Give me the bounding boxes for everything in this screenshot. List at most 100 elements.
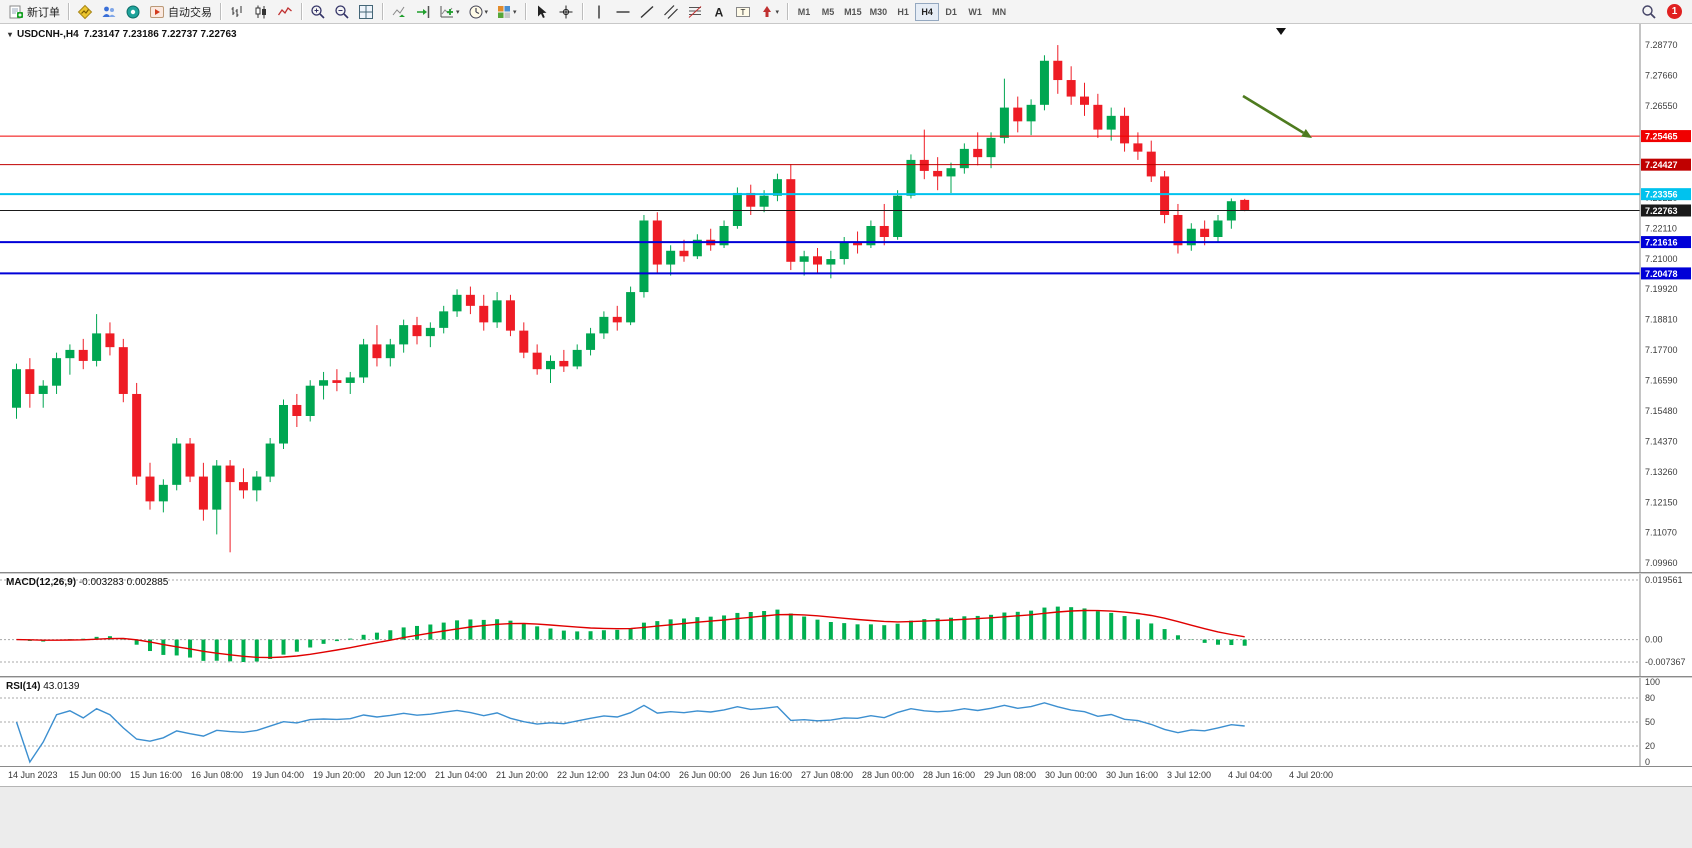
price-flag-label: 7.20478 [1645, 269, 1678, 279]
time-axis-label: 15 Jun 16:00 [130, 770, 183, 780]
cursor-button[interactable] [531, 2, 553, 22]
main-chart-panel[interactable]: ▾ USDCNH-,H4 7.23147 7.23186 7.22737 7.2… [0, 24, 1692, 572]
fibonacci-button[interactable] [684, 2, 706, 22]
toolbar-separator [220, 3, 221, 20]
chart-shift-button[interactable] [412, 2, 434, 22]
time-axis-label: 26 Jun 00:00 [679, 770, 732, 780]
notification-badge[interactable]: 1 [1667, 4, 1682, 19]
timeframe-m5-button[interactable]: M5 [816, 3, 840, 21]
chart-shift-icon [415, 4, 431, 20]
navigator-button[interactable] [98, 2, 120, 22]
price-tick: 7.11070 [1645, 527, 1677, 537]
price-tick: 7.19920 [1645, 284, 1678, 294]
time-axis-label: 23 Jun 04:00 [618, 770, 671, 780]
time-axis-label: 21 Jun 20:00 [496, 770, 549, 780]
window-bottom-area [0, 786, 1692, 848]
chart-title-bar: ▾ USDCNH-,H4 7.23147 7.23186 7.22737 7.2… [8, 29, 237, 40]
toolbar-separator [581, 3, 583, 20]
trendline-button[interactable] [636, 2, 658, 22]
arrows-tool-button[interactable]: ▾ [756, 2, 783, 22]
terminal-button[interactable] [122, 2, 144, 22]
time-axis-label: 15 Jun 00:00 [69, 770, 122, 780]
line-chart-icon [277, 4, 293, 20]
text-button[interactable]: A [708, 2, 730, 22]
vertical-line-icon [591, 4, 607, 20]
zoom-out-button[interactable] [331, 2, 353, 22]
text-label-button[interactable]: T [732, 2, 754, 22]
time-axis-label: 21 Jun 04:00 [435, 770, 488, 780]
toolbar-separator [787, 3, 789, 20]
dropdown-caret: ▾ [513, 8, 517, 16]
time-axis-label: 28 Jun 16:00 [923, 770, 976, 780]
macd-panel[interactable]: MACD(12,26,9) -0.003283 0.002885 0.01956… [0, 574, 1692, 676]
tile-windows-button[interactable] [355, 2, 377, 22]
time-axis[interactable]: 14 Jun 2023 15 Jun 00:00 15 Jun 16:00 16 Ju… [0, 766, 1692, 786]
new-order-label: 新订单 [27, 6, 60, 19]
chart-shift-marker[interactable] [1276, 28, 1286, 35]
svg-text:T: T [740, 7, 745, 16]
time-axis-label: 28 Jun 00:00 [862, 770, 915, 780]
auto-scroll-button[interactable] [388, 2, 410, 22]
timeframe-m30-button[interactable]: M30 [866, 3, 892, 21]
timeframe-d1-button[interactable]: D1 [939, 3, 963, 21]
price-tick: 7.26550 [1645, 101, 1678, 111]
macd-canvas[interactable]: 0.019561 0.00 -0.007367 [0, 574, 1692, 676]
bar-chart-button[interactable] [226, 2, 248, 22]
rsi-axis-label: 0 [1645, 757, 1650, 766]
price-tick: 7.27660 [1645, 71, 1678, 81]
market-watch-button[interactable] [74, 2, 96, 22]
zoom-in-button[interactable] [307, 2, 329, 22]
macd-axis-label: -0.007367 [1645, 657, 1686, 667]
price-tick: 7.13260 [1645, 467, 1678, 477]
candlestick-chart-button[interactable] [250, 2, 272, 22]
price-flag [1641, 204, 1691, 217]
chart-collapse-icon[interactable]: ▾ [8, 30, 13, 39]
rsi-value: 43.0139 [43, 681, 80, 692]
timeframe-m15-button[interactable]: M15 [840, 3, 866, 21]
vertical-line-button[interactable] [588, 2, 610, 22]
navigator-icon [101, 4, 117, 20]
new-order-button[interactable]: 新订单 [5, 2, 63, 22]
timeframe-mn-button[interactable]: MN [987, 3, 1011, 21]
time-axis-label: 29 Jun 08:00 [984, 770, 1037, 780]
indicators-button[interactable]: ▾ [436, 2, 463, 22]
macd-value-main: -0.003283 [78, 577, 124, 588]
price-tick: 7.18810 [1645, 314, 1678, 324]
price-tick: 7.17700 [1645, 345, 1678, 355]
trend-arrow-annotation[interactable] [1242, 94, 1312, 138]
autotrading-button[interactable]: 自动交易 [146, 2, 215, 22]
periods-button[interactable]: ▾ [465, 2, 492, 22]
indicators-icon [439, 4, 455, 20]
panel-splitter[interactable] [0, 572, 1692, 574]
rsi-canvas[interactable]: 100 80 50 20 0 [0, 678, 1692, 766]
timeframe-h4-button[interactable]: H4 [915, 2, 940, 21]
price-chart-canvas[interactable]: 7.287707.276607.265507.254407.243307.232… [0, 24, 1692, 572]
price-flag [1641, 188, 1691, 201]
macd-value-signal: 0.002885 [126, 577, 169, 588]
crosshair-button[interactable] [555, 2, 577, 22]
time-axis-label: 26 Jun 16:00 [740, 770, 793, 780]
crosshair-icon [558, 4, 574, 20]
equidistant-channel-button[interactable] [660, 2, 682, 22]
toolbar-separator [524, 3, 526, 20]
price-flag [1641, 236, 1691, 249]
candlestick-chart-icon [253, 4, 269, 20]
rsi-axis-label: 100 [1645, 678, 1660, 687]
price-tick: 7.21000 [1645, 254, 1678, 264]
rsi-panel[interactable]: RSI(14) 43.0139 100 80 50 20 0 [0, 678, 1692, 766]
price-tick: 7.12150 [1645, 498, 1678, 508]
macd-histogram [27, 606, 1247, 662]
search-button[interactable] [1638, 2, 1660, 22]
timeframe-w1-button[interactable]: W1 [963, 3, 987, 21]
line-chart-button[interactable] [274, 2, 296, 22]
panel-splitter[interactable] [0, 676, 1692, 678]
dropdown-caret: ▾ [456, 8, 460, 16]
timeframe-h1-button[interactable]: H1 [891, 3, 915, 21]
price-tick: 7.16590 [1645, 375, 1678, 385]
templates-button[interactable]: ▾ [493, 2, 520, 22]
macd-signal-line [16, 609, 1245, 659]
horizontal-line-button[interactable] [612, 2, 634, 22]
rsi-axis-label: 50 [1645, 717, 1655, 727]
timeframe-m1-button[interactable]: M1 [792, 3, 816, 21]
